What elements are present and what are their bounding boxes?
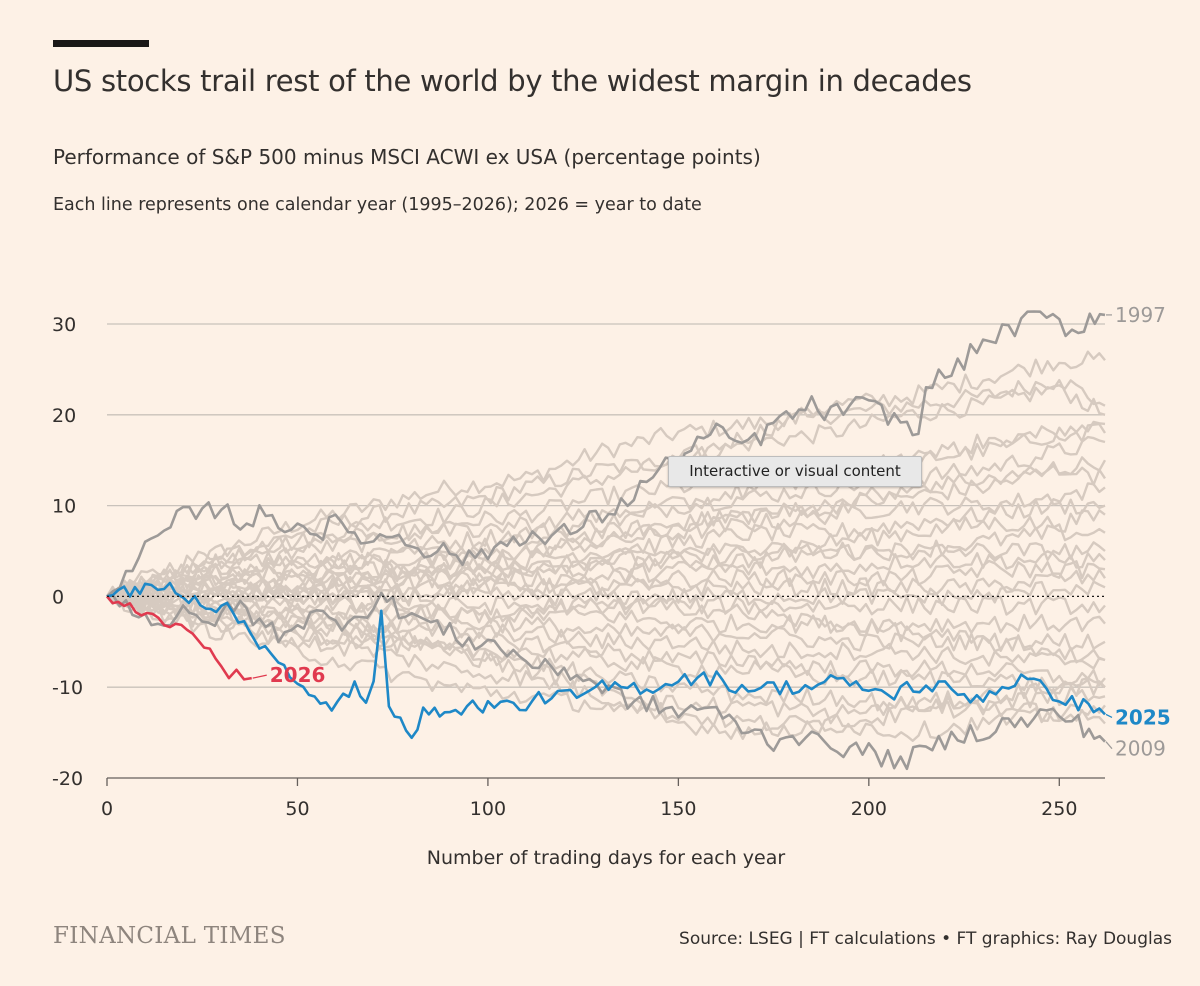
chart-title: US stocks trail rest of the world by the… — [53, 64, 972, 98]
other-year-line — [106, 422, 1107, 603]
axis-layer: 0 50 100 150 200 250 — [101, 595, 1105, 820]
series-line-2025 — [106, 581, 1106, 740]
other-year-line — [106, 379, 1106, 598]
x-tick-label: 250 — [1041, 798, 1077, 820]
other-year-line — [106, 587, 1106, 725]
series-line-2026 — [106, 595, 252, 681]
other-year-line — [106, 350, 1106, 601]
other-year-line — [106, 588, 1106, 634]
other-year-line — [106, 594, 1106, 740]
y-tick-label: 20 — [52, 405, 76, 427]
other-year-line — [106, 420, 1106, 603]
y-tick-label: 10 — [52, 496, 76, 518]
y-tick-label: -10 — [52, 677, 83, 699]
brand-bar — [53, 40, 149, 47]
series-label-leader — [1105, 741, 1113, 750]
series-label-2009: 2009 — [1115, 737, 1166, 761]
highlight-series-layer: 1997 2009 2025 2026 — [106, 303, 1171, 771]
series-label-2025: 2025 — [1115, 705, 1171, 729]
series-line-2009 — [106, 591, 1106, 771]
series-label-leader — [252, 674, 267, 679]
other-year-line — [106, 588, 1106, 616]
x-tick-label: 50 — [285, 798, 309, 820]
y-tick-label: 0 — [52, 586, 64, 608]
other-year-line — [106, 595, 1106, 697]
other-year-line — [106, 461, 1107, 615]
other-year-line — [106, 591, 1106, 687]
source-credit: Source: LSEG | FT calculations • FT grap… — [679, 929, 1172, 949]
series-label-leader — [1105, 713, 1113, 718]
x-tick-label: 100 — [470, 798, 506, 820]
series-label-2026: 2026 — [270, 663, 326, 687]
other-year-line — [105, 379, 1106, 600]
y-tick-label: 30 — [52, 314, 76, 336]
other-years-layer — [105, 350, 1107, 742]
interactive-content-tooltip[interactable]: Interactive or visual content — [668, 456, 922, 487]
x-tick-label: 200 — [851, 798, 887, 820]
series-label-1997: 1997 — [1115, 303, 1166, 327]
other-year-line — [106, 456, 1107, 601]
other-year-line — [106, 589, 1106, 652]
chart-subtitle: Performance of S&P 500 minus MSCI ACWI e… — [53, 145, 761, 169]
y-tick-label: -20 — [52, 768, 83, 790]
series-line-1997 — [106, 310, 1106, 598]
x-axis-label: Number of trading days for each year — [427, 847, 786, 869]
other-year-line — [106, 577, 1106, 664]
financial-times-logo: FINANCIAL TIMES — [53, 923, 286, 949]
x-tick-label: 150 — [660, 798, 696, 820]
x-tick-label: 0 — [101, 798, 113, 820]
chart-note: Each line represents one calendar year (… — [53, 195, 702, 215]
other-year-line — [106, 541, 1106, 603]
